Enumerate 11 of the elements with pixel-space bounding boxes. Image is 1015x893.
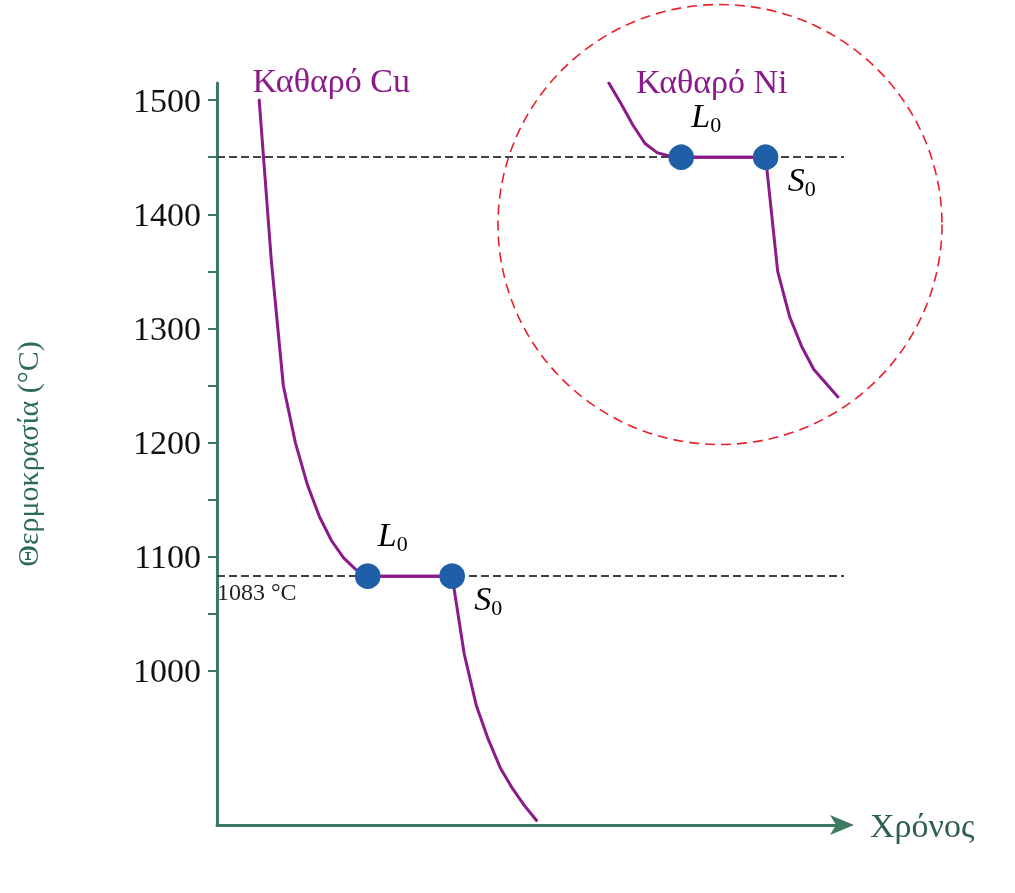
y-tick-label: 1100: [134, 538, 201, 576]
series-label: Καθαρό Ni: [635, 62, 788, 100]
y-tick-label: 1500: [133, 81, 201, 119]
x-axis-title: Χρόνος: [870, 806, 975, 844]
y-tick-label: 1000: [133, 652, 201, 690]
series-label: Καθαρό Cu: [252, 61, 410, 99]
y-tick-label: 1200: [133, 424, 201, 462]
y-tick-label: 1400: [133, 195, 201, 233]
y-tick-label: 1300: [133, 309, 201, 347]
y-axis-title: Θερμοκρασία (°C): [10, 341, 45, 567]
ref-line-label: 1083 °C: [217, 579, 297, 606]
